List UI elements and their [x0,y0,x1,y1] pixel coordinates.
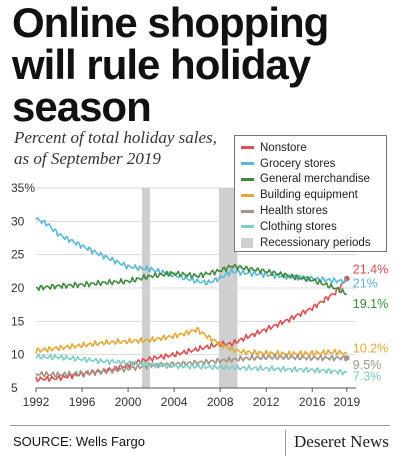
y-tick-label: 10 [11,348,25,362]
legend-swatch [241,162,254,166]
brand-divider [285,430,286,456]
legend-item: Recessionary periods [241,235,380,251]
chart-subtitle: Percent of total holiday sales, as of Se… [14,128,217,168]
x-tick-label: 2019 [333,395,360,409]
recession-band [141,188,150,388]
legend-item: Clothing stores [241,219,380,235]
series-end-label: 10.2% [353,341,388,355]
legend-label: Building equipment [260,189,358,202]
footer-divider [10,425,390,426]
brand-logo: Deseret News [294,432,389,451]
legend-label: General merchandise [260,173,370,186]
recession-band [219,188,238,388]
x-tick-label: 2004 [161,395,188,409]
series-line-clothing-stores [35,353,348,376]
legend-item: Grocery stores [241,156,380,172]
series-line-nonstore [35,278,348,383]
legend-swatch [241,177,254,181]
y-tick-label: 15 [11,314,25,328]
series-line-general-merchandise [35,263,348,296]
y-tick-label: 20 [11,281,25,295]
x-tick-label: 2012 [253,395,280,409]
legend-swatch [241,237,253,248]
legend-label: Grocery stores [260,157,336,170]
legend-item: Health stores [241,203,380,219]
series-line-grocery-stores [35,217,348,286]
chart-title: Online shopping will rule holiday season [12,0,329,130]
legend-item: General merchandise [241,172,380,188]
x-tick-label: 2016 [299,395,326,409]
series-end-label: 21% [353,276,378,290]
legend-label: Recessionary periods [260,236,371,249]
legend-label: Nonstore [260,141,307,154]
y-tick-label: 25 [11,248,25,262]
x-tick-label: 1996 [69,395,96,409]
legend-swatch [241,209,254,213]
y-tick-label: 5 [11,381,18,395]
series-end-label: 19.1% [353,297,388,311]
y-tick-label: 30 [11,214,25,228]
x-tick-label: 2008 [207,395,234,409]
series-line-building-equipment [35,326,348,357]
legend-label: Clothing stores [260,220,337,233]
legend-item: Building equipment [241,187,380,203]
x-tick-label: 1992 [23,395,50,409]
series-end-label: 9.5% [353,358,382,372]
y-tick-label: 35% [11,181,35,195]
chart-legend: Nonstore Grocery stores General merchandis… [234,135,387,252]
x-tick-label: 2000 [115,395,142,409]
legend-item: Nonstore [241,140,380,156]
series-end-label: 7.3% [353,370,382,384]
legend-label: Health stores [260,205,328,218]
legend-swatch [241,225,254,229]
source-note: SOURCE: Wells Fargo [13,434,145,449]
legend-swatch [241,146,254,150]
series-end-label: 21.4% [353,263,388,277]
series-end-dot [343,355,350,361]
legend-swatch [241,193,254,197]
